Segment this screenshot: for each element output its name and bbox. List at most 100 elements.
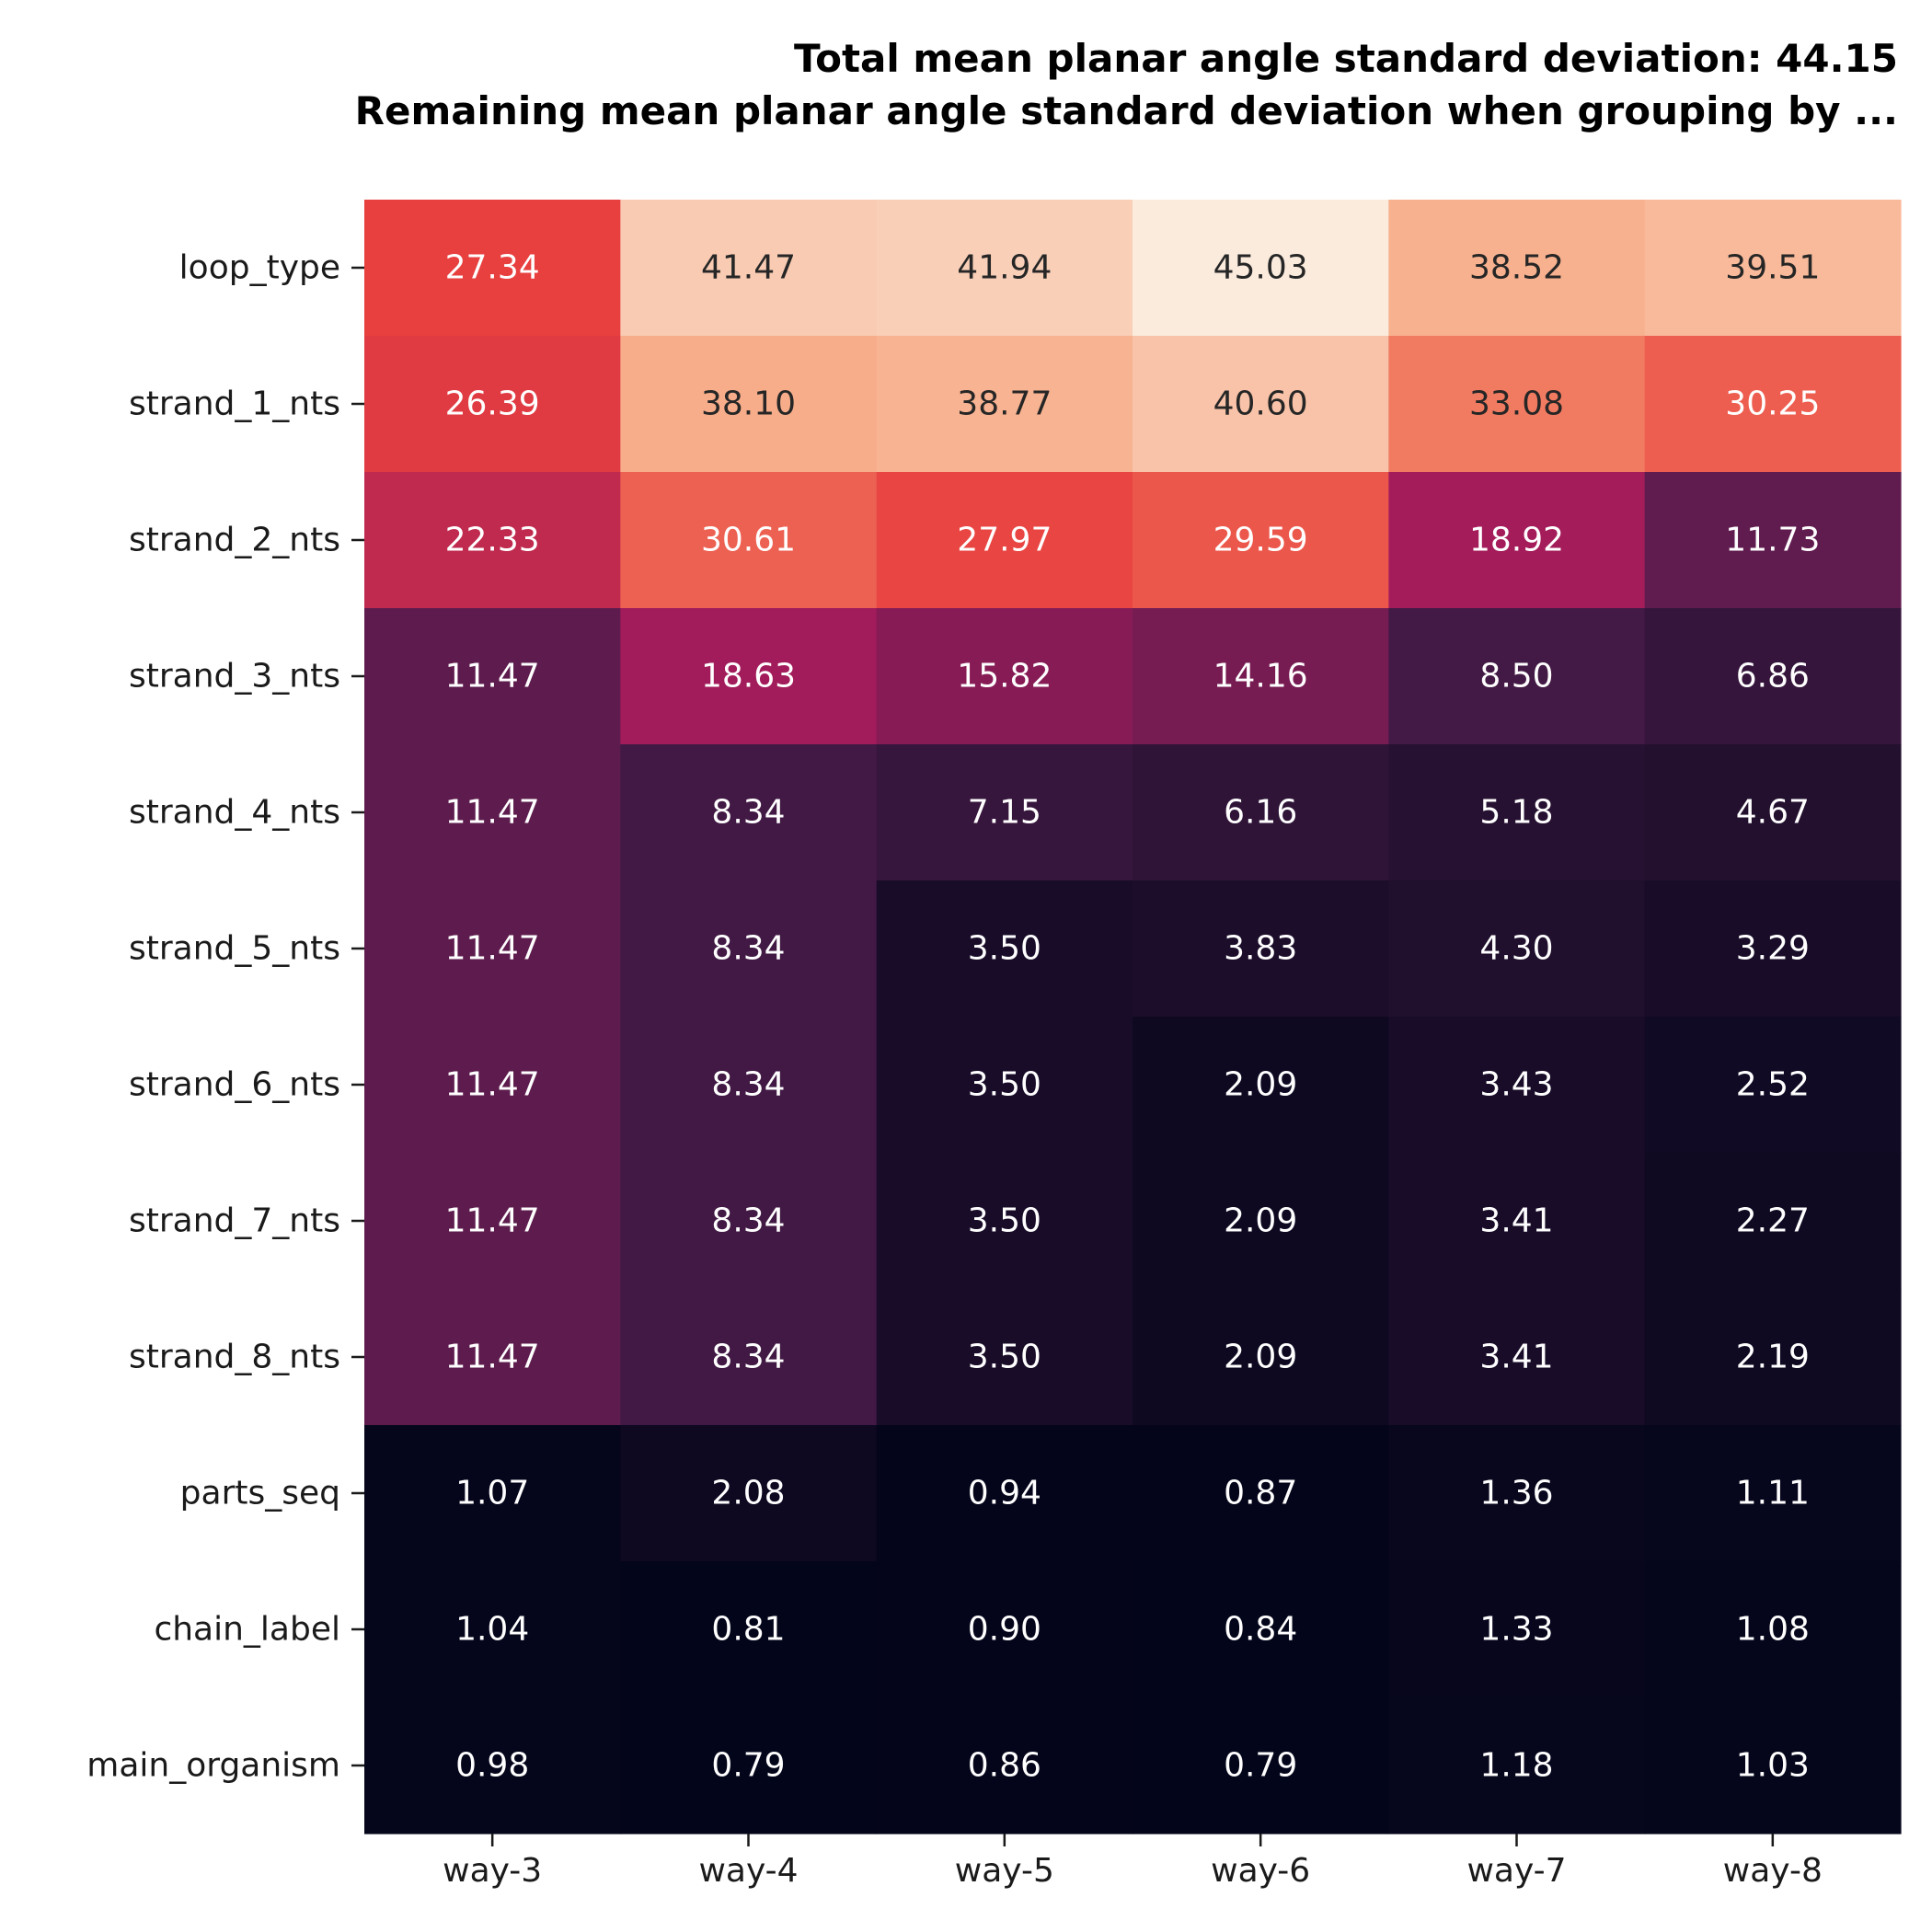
cell-value-label: 11.47: [445, 794, 540, 832]
heatmap-cell: [1388, 608, 1646, 745]
cell-value-label: 30.25: [1725, 385, 1820, 423]
heatmap-cells: [364, 200, 1902, 1834]
heatmap-cell: [1388, 744, 1646, 881]
heatmap-cell: [620, 1697, 878, 1834]
heatmap-cell: [1133, 200, 1389, 337]
y-tick-label: loop_type: [179, 249, 340, 287]
cell-value-label: 11.47: [445, 658, 540, 696]
heatmap-cell: [1388, 200, 1646, 337]
heatmap-cell: [876, 336, 1133, 473]
heatmap-cell: [1133, 608, 1389, 745]
heatmap-cell: [1388, 1017, 1646, 1154]
cell-value-label: 33.08: [1469, 385, 1564, 423]
heatmap-cell: [364, 200, 621, 337]
cell-value-label: 2.09: [1224, 1339, 1297, 1376]
cell-value-label: 22.33: [445, 522, 540, 559]
heatmap-cell: [876, 880, 1133, 1018]
heatmap-cell: [876, 1289, 1133, 1426]
y-axis: loop_type strand_1_nts strand_2_nts strand_…: [86, 249, 364, 1785]
cell-value-label: 27.97: [957, 522, 1052, 559]
x-tick-label: way-6: [1211, 1852, 1310, 1890]
y-tick-label: strand_8_nts: [129, 1339, 340, 1376]
x-tick-label: way-4: [698, 1852, 798, 1890]
cell-value-label: 8.50: [1479, 658, 1553, 696]
cell-value-label: 38.77: [957, 385, 1052, 423]
cell-value-label: 0.84: [1224, 1611, 1297, 1649]
heatmap-cell: [620, 200, 878, 337]
y-tick-label: chain_label: [154, 1611, 340, 1649]
heatmap-cell: [876, 472, 1133, 609]
heatmap-cell: [876, 1017, 1133, 1154]
heatmap-cell: [1133, 1561, 1389, 1698]
heatmap-cell: [1133, 1289, 1389, 1426]
cell-value-label: 0.86: [968, 1747, 1041, 1785]
heatmap-cell: [1644, 1153, 1902, 1290]
cell-value-label: 8.34: [711, 1202, 785, 1240]
heatmap-cell: [620, 1425, 878, 1562]
cell-value-label: 3.83: [1224, 930, 1297, 968]
cell-value-label: 2.09: [1224, 1066, 1297, 1104]
cell-value-label: 1.36: [1479, 1475, 1553, 1512]
cell-value-label: 0.90: [968, 1611, 1041, 1649]
cell-value-label: 6.16: [1224, 794, 1297, 832]
cell-value-label: 0.79: [1224, 1747, 1297, 1785]
cell-value-label: 26.39: [445, 385, 540, 423]
heatmap-cell: [364, 336, 621, 473]
cell-value-label: 7.15: [968, 794, 1041, 832]
heatmap-cell: [620, 1017, 878, 1154]
heatmap-cell: [364, 1153, 621, 1290]
cell-value-label: 18.92: [1469, 522, 1564, 559]
y-tick-label: main_organism: [86, 1747, 340, 1785]
heatmap-cell: [620, 1561, 878, 1698]
heatmap-cell: [1388, 1289, 1646, 1426]
cell-value-label: 1.33: [1479, 1611, 1553, 1649]
cell-value-label: 0.79: [711, 1747, 785, 1785]
heatmap-cell: [1644, 336, 1902, 473]
cell-value-label: 3.50: [968, 1202, 1041, 1240]
x-tick-label: way-7: [1466, 1852, 1566, 1890]
heatmap-cell: [620, 608, 878, 745]
heatmap-cell: [1644, 1289, 1902, 1426]
cell-value-label: 8.34: [711, 930, 785, 968]
chart-title: Total mean planar angle standard deviati…: [794, 36, 1898, 81]
heatmap-cell: [1388, 336, 1646, 473]
cell-value-label: 0.87: [1224, 1475, 1297, 1512]
heatmap-cell: [1133, 1153, 1389, 1290]
cell-value-label: 14.16: [1213, 658, 1308, 696]
x-axis: way-3 way-4 way-5 way-6 way-7 way-8: [443, 1834, 1823, 1890]
cell-value-label: 8.34: [711, 1339, 785, 1376]
heatmap-cell: [1388, 1425, 1646, 1562]
heatmap-cell: [364, 1017, 621, 1154]
heatmap-cell: [1644, 200, 1902, 337]
heatmap-cell: [620, 336, 878, 473]
heatmap-cell: [1644, 744, 1902, 881]
heatmap-cell: [1644, 1017, 1902, 1154]
heatmap-cell: [364, 880, 621, 1018]
heatmap-cell: [1388, 1561, 1646, 1698]
heatmap-cell: [1388, 472, 1646, 609]
cell-value-label: 2.08: [711, 1475, 785, 1512]
heatmap-cell: [1133, 336, 1389, 473]
cell-value-label: 2.52: [1736, 1066, 1810, 1104]
cell-value-label: 29.59: [1213, 522, 1308, 559]
cell-value-label: 11.47: [445, 930, 540, 968]
cell-value-label: 27.34: [445, 249, 540, 287]
heatmap-cell: [1388, 880, 1646, 1018]
heatmap-cell: [1388, 1153, 1646, 1290]
cell-value-label: 3.29: [1736, 930, 1810, 968]
cell-value-label: 3.50: [968, 1339, 1041, 1376]
cell-value-label: 8.34: [711, 1066, 785, 1104]
heatmap-cell: [1388, 1697, 1646, 1834]
heatmap-cell: [364, 1425, 621, 1562]
heatmap-cell: [876, 200, 1133, 337]
y-tick-label: strand_4_nts: [129, 794, 340, 832]
cell-value-label: 6.86: [1736, 658, 1810, 696]
cell-value-label: 5.18: [1479, 794, 1553, 832]
cell-value-label: 30.61: [701, 522, 796, 559]
heatmap-cell: [364, 472, 621, 609]
cell-value-label: 3.41: [1479, 1202, 1553, 1240]
chart-subtitle: Remaining mean planar angle standard dev…: [355, 88, 1898, 133]
heatmap-cell: [620, 744, 878, 881]
heatmap-cell: [876, 1697, 1133, 1834]
